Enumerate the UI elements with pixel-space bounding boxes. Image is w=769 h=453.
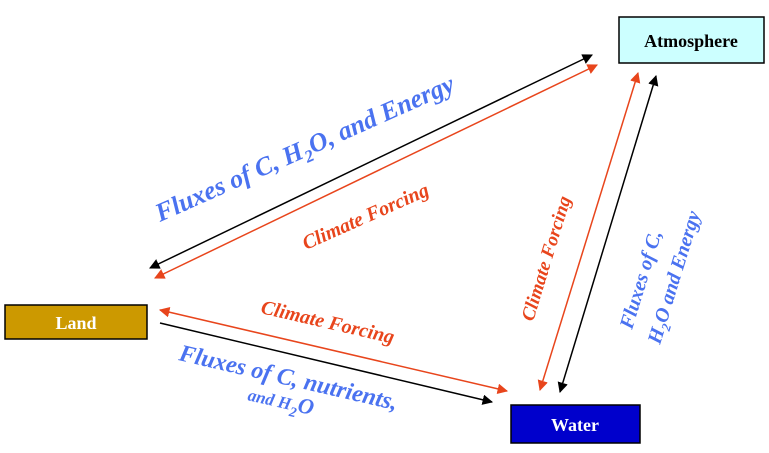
- arrow-land-atmosphere-forcing: [154, 64, 598, 279]
- label-land-atmosphere-forcing: Climate Forcing: [299, 179, 432, 254]
- arrow-land-atmosphere-flux: [149, 54, 593, 269]
- arrow-atmosphere-water-flux: [557, 74, 659, 394]
- node-land-label: Land: [55, 313, 96, 333]
- node-atmosphere-label: Atmosphere: [644, 31, 738, 51]
- node-water-box: [510, 404, 641, 444]
- label-atmosphere-water-flux-line2: H2O and Energy: [643, 208, 707, 348]
- node-atmosphere: Atmosphere: [618, 16, 765, 64]
- label-land-water-forcing: Climate Forcing: [259, 296, 397, 348]
- arrow-land-water-forcing: [158, 307, 509, 394]
- node-atmosphere-box: [618, 16, 765, 64]
- arrow-land-water-flux: [159, 322, 494, 405]
- node-land-box: [4, 304, 148, 340]
- node-water-label: Water: [551, 415, 599, 435]
- node-water: Water: [510, 404, 641, 444]
- node-land: Land: [4, 304, 148, 340]
